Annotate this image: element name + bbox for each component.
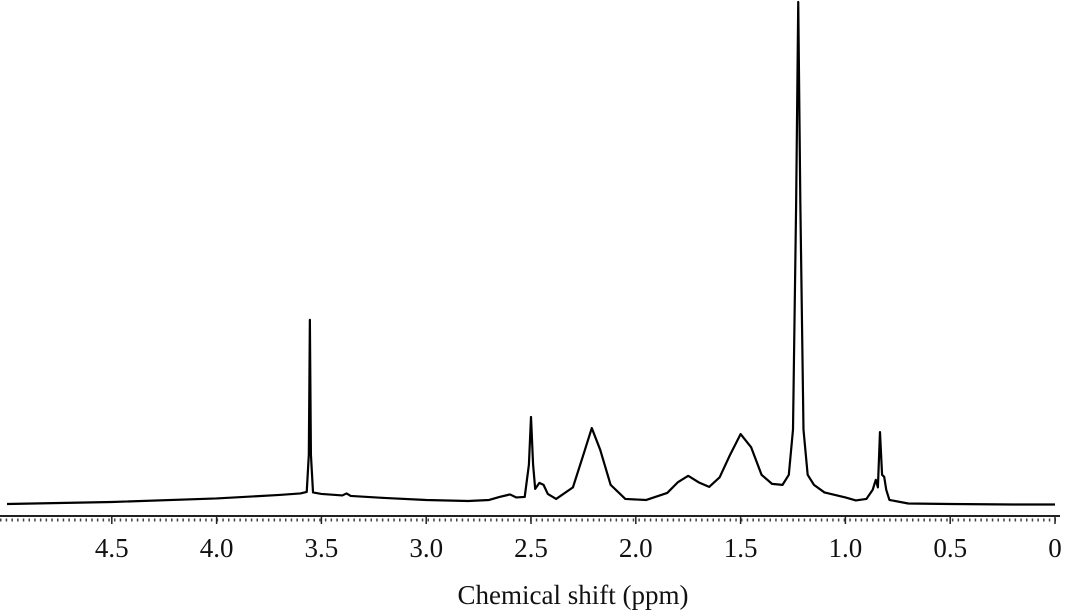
x-tick-label: 2.0 — [619, 533, 653, 563]
x-axis-label: Chemical shift (ppm) — [458, 580, 689, 610]
x-tick-label: 2.5 — [514, 533, 548, 563]
x-tick-label: 0 — [1048, 533, 1062, 563]
x-tick-label: 4.5 — [95, 533, 129, 563]
spectrum-line — [6, 0, 1055, 506]
x-tick-label: 1.5 — [724, 533, 758, 563]
x-tick-label: 1.0 — [829, 533, 863, 563]
x-tick-label: 4.0 — [200, 533, 234, 563]
x-tick-label: 0.5 — [933, 533, 967, 563]
x-tick-label: 3.0 — [409, 533, 443, 563]
x-tick-label: 3.5 — [305, 533, 339, 563]
